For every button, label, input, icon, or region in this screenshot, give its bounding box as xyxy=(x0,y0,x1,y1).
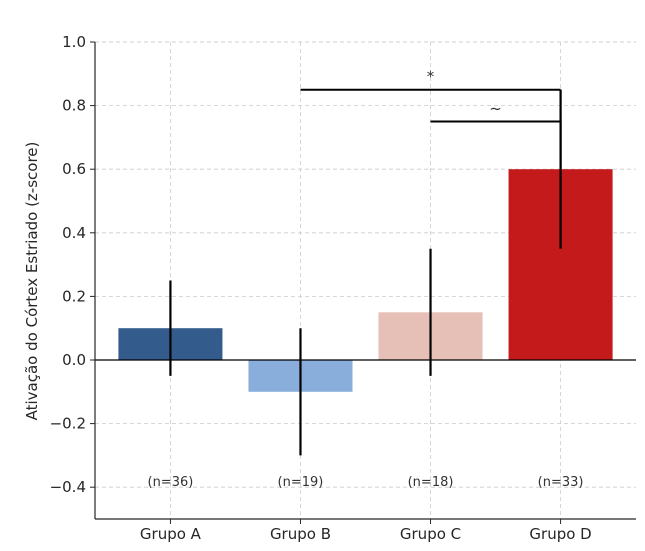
sample-size-label: (n=19) xyxy=(278,475,324,490)
sample-size-label: (n=36) xyxy=(148,475,194,490)
x-tick-label: Grupo C xyxy=(400,525,461,543)
y-axis-label: Ativação do Córtex Estriado (z-score) xyxy=(23,142,41,421)
axes: −0.4 −0.2 0.0 0.2 0.4 0.6 0.8 1.0 Grupo A Grupo B… xyxy=(50,33,636,543)
significance-label: * xyxy=(427,68,435,86)
significance-brackets: *~ xyxy=(300,68,562,170)
error-bars xyxy=(169,89,562,456)
x-tick-label: Grupo A xyxy=(140,525,202,543)
sample-size-labels: (n=36) (n=19) (n=18) (n=33) xyxy=(148,475,584,490)
sample-size-label: (n=33) xyxy=(538,475,584,490)
y-tick-label: 0.4 xyxy=(62,224,86,242)
y-tick-label: −0.2 xyxy=(50,415,86,433)
bars xyxy=(118,169,613,392)
y-tick-label: 0.6 xyxy=(62,160,86,178)
y-tick-label: 0.0 xyxy=(62,351,86,369)
sample-size-label: (n=18) xyxy=(408,475,454,490)
x-tick-label: Grupo B xyxy=(270,525,331,543)
significance-label: ~ xyxy=(489,100,502,118)
y-tick-label: 1.0 xyxy=(62,33,86,51)
y-tick-label: −0.4 xyxy=(50,478,86,496)
x-tick-label: Grupo D xyxy=(529,525,591,543)
y-tick-label: 0.8 xyxy=(62,97,86,115)
y-tick-label: 0.2 xyxy=(62,287,86,305)
